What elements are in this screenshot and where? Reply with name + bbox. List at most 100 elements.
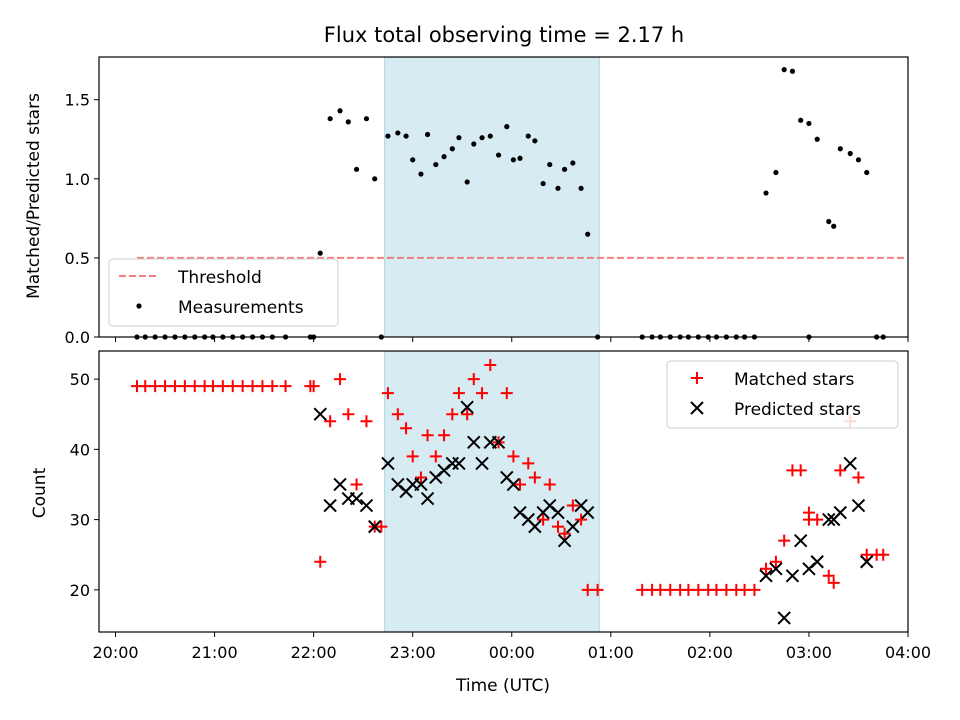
- top-legend: Threshold Measurements: [108, 258, 339, 327]
- matched-stars-point: [307, 380, 320, 393]
- measurement-point: [763, 190, 769, 196]
- measurement-point: [570, 160, 576, 166]
- predicted-stars-point: [810, 555, 824, 569]
- measurement-point: [547, 161, 553, 168]
- measurement-point: [578, 185, 584, 191]
- measurement-point: [353, 166, 360, 172]
- predicted-stars-point: [467, 435, 481, 450]
- matched-stars-point: [438, 429, 451, 442]
- matched-stars-point: [400, 422, 413, 435]
- matched-stars-point: [834, 464, 847, 477]
- predicted-stars-point: [551, 505, 565, 520]
- measurement-point: [510, 157, 517, 163]
- matched-stars-point: [827, 576, 840, 589]
- x-tick-label: 23:00: [390, 643, 436, 662]
- measurement-point: [456, 135, 462, 141]
- measurement-point: [847, 150, 853, 157]
- axes-frame: [98, 350, 909, 633]
- measurement-point: [837, 146, 843, 152]
- measurement-point: [806, 120, 812, 127]
- measurement-point: [532, 138, 538, 144]
- matched-stars-point: [514, 478, 527, 491]
- measurement-point: [345, 119, 351, 125]
- predicted-stars-point: [420, 491, 435, 506]
- predicted-stars-point: [822, 512, 836, 527]
- predicted-stars-point: [580, 505, 595, 520]
- series-matched-stars: [130, 359, 890, 596]
- matched-stars-point: [484, 359, 497, 372]
- legend-matched-swatch: [691, 372, 703, 384]
- matched-stars-point: [558, 527, 571, 540]
- shaded-interval: [384, 350, 600, 633]
- matched-stars-point: [591, 583, 604, 596]
- axes-frame: [98, 56, 909, 338]
- predicted-stars-point: [491, 435, 506, 450]
- matched-stars-point: [877, 548, 890, 561]
- predicted-stars-point: [759, 569, 773, 583]
- predicted-stars-point: [506, 477, 521, 492]
- shaded-interval: [384, 56, 600, 338]
- measurement-point: [464, 179, 470, 185]
- legend-box: [108, 258, 339, 327]
- predicted-stars-point: [833, 505, 848, 520]
- matched-stars-point: [467, 373, 480, 386]
- measurement-point: [418, 171, 424, 177]
- x-tick-label: 03:00: [786, 643, 832, 662]
- measurement-point: [327, 116, 333, 122]
- measurement-point: [555, 185, 561, 191]
- predicted-stars-point: [368, 519, 382, 534]
- predicted-stars-point: [785, 569, 800, 583]
- measurement-point: [479, 135, 485, 141]
- top-y-axis-label: Matched/Predicted stars: [24, 93, 44, 299]
- measurement-point: [504, 124, 510, 130]
- matched-stars-point: [406, 450, 419, 463]
- y-tick-label: 50: [70, 370, 90, 389]
- matched-stars-point: [360, 415, 373, 428]
- matched-stars-point: [778, 534, 791, 547]
- predicted-stars-point: [860, 555, 874, 569]
- legend-measurement-swatch: [136, 303, 142, 309]
- matched-stars-point: [507, 450, 520, 463]
- measurement-point: [363, 116, 370, 122]
- x-axis-label: Time (UTC): [455, 676, 550, 696]
- matched-stars-point: [802, 513, 815, 526]
- measurement-point: [471, 141, 477, 147]
- predicted-stars-point: [793, 533, 808, 548]
- predicted-stars-point: [313, 407, 327, 421]
- measurement-point: [517, 155, 523, 161]
- predicted-stars-point: [769, 562, 783, 576]
- matched-stars-point: [314, 555, 327, 568]
- y-tick-label: 1.5: [65, 91, 90, 110]
- measurement-point: [403, 133, 409, 139]
- y-tick-label: 0.0: [65, 328, 90, 347]
- predicted-stars-point: [557, 533, 572, 548]
- measurement-point: [317, 250, 323, 256]
- measurement-point: [395, 130, 401, 136]
- predicted-stars-point: [777, 611, 791, 625]
- x-tick-label: 04:00: [885, 643, 931, 662]
- predicted-stars-point: [381, 456, 395, 471]
- measurement-point: [433, 161, 439, 168]
- matched-stars-point: [537, 513, 550, 526]
- x-tick-label: 00:00: [489, 643, 535, 662]
- measurement-point: [487, 133, 493, 139]
- measurement-point: [441, 154, 447, 160]
- matched-stars-point: [421, 429, 434, 442]
- bottom-y-axis-label: Count: [30, 467, 50, 518]
- predicted-stars-point: [566, 519, 580, 534]
- measurement-point: [826, 218, 832, 225]
- x-tick-label: 21:00: [192, 643, 238, 662]
- predicted-stars-point: [528, 519, 542, 534]
- matched-stars-point: [342, 408, 355, 421]
- y-tick-label: 20: [70, 581, 90, 600]
- legend-predicted-swatch: [690, 401, 704, 415]
- y-tick-label: 0.5: [65, 249, 90, 268]
- matched-stars-point: [429, 450, 442, 463]
- predicted-stars-point: [460, 400, 474, 414]
- matched-stars-point: [391, 408, 404, 421]
- matched-stars-point: [375, 520, 388, 533]
- matched-stars-point: [769, 555, 782, 568]
- measurement-point: [495, 152, 502, 158]
- predicted-stars-point: [349, 491, 364, 506]
- top-panel: 0.0 0.5 1.0 1.5 Threshold Measurements: [65, 56, 909, 347]
